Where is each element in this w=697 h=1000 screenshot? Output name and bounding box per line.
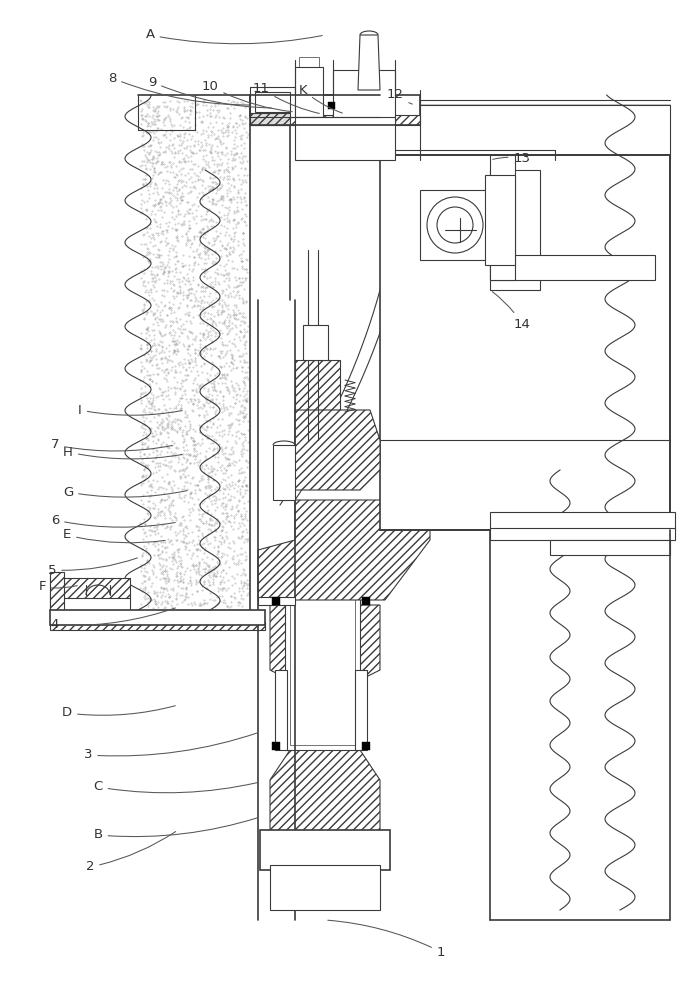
Bar: [260, 830, 390, 870]
Text: C: C: [93, 780, 257, 794]
Bar: [295, 67, 323, 117]
Bar: [490, 155, 515, 280]
Bar: [272, 742, 280, 750]
Bar: [333, 70, 395, 125]
Text: 7: 7: [51, 438, 172, 452]
Bar: [275, 670, 287, 750]
Bar: [50, 572, 64, 612]
Bar: [490, 255, 655, 280]
Bar: [489, 179, 511, 261]
Text: A: A: [146, 28, 322, 44]
Circle shape: [405, 175, 515, 285]
Bar: [424, 194, 486, 256]
Bar: [50, 622, 265, 630]
Text: H: H: [63, 446, 182, 459]
Bar: [490, 525, 675, 535]
Bar: [420, 190, 490, 260]
Text: F: F: [38, 580, 77, 593]
Polygon shape: [258, 500, 430, 600]
Bar: [490, 170, 540, 290]
Text: K: K: [299, 84, 342, 113]
Polygon shape: [295, 410, 380, 490]
Bar: [495, 175, 535, 285]
Bar: [258, 597, 295, 605]
Bar: [380, 155, 670, 530]
Circle shape: [437, 207, 473, 243]
Bar: [490, 528, 675, 540]
Bar: [273, 445, 295, 500]
Bar: [50, 610, 265, 625]
Bar: [485, 175, 515, 265]
Ellipse shape: [477, 190, 533, 270]
Text: 4: 4: [51, 608, 176, 632]
Text: 5: 5: [48, 558, 137, 576]
Bar: [285, 590, 360, 750]
Text: 3: 3: [84, 733, 257, 762]
Bar: [300, 120, 388, 155]
Bar: [328, 102, 335, 109]
Bar: [362, 742, 370, 750]
Bar: [490, 512, 675, 530]
Text: B: B: [93, 818, 257, 842]
Bar: [250, 87, 295, 117]
Bar: [295, 117, 395, 160]
Text: 13: 13: [493, 151, 530, 164]
Bar: [550, 540, 670, 555]
Bar: [272, 597, 280, 605]
Text: I: I: [78, 403, 183, 416]
Bar: [337, 70, 391, 120]
Text: 1: 1: [328, 920, 445, 958]
Bar: [270, 865, 380, 910]
Ellipse shape: [447, 223, 473, 237]
Text: 8: 8: [108, 72, 250, 105]
Bar: [250, 113, 290, 125]
Polygon shape: [295, 360, 340, 420]
Bar: [303, 325, 328, 360]
Circle shape: [427, 197, 483, 253]
Bar: [310, 410, 365, 440]
Bar: [299, 57, 319, 112]
Bar: [50, 578, 130, 600]
Bar: [362, 597, 370, 605]
Bar: [250, 115, 420, 125]
Bar: [290, 595, 355, 745]
Circle shape: [422, 192, 498, 268]
Text: 12: 12: [387, 88, 413, 104]
Text: 9: 9: [148, 76, 271, 108]
Text: D: D: [62, 706, 176, 720]
Bar: [250, 95, 420, 117]
Polygon shape: [270, 605, 380, 835]
Bar: [255, 92, 290, 112]
Text: 11: 11: [252, 82, 319, 113]
Text: 10: 10: [201, 80, 292, 112]
Text: 2: 2: [86, 832, 176, 874]
Text: 14: 14: [492, 292, 530, 330]
Bar: [380, 105, 670, 160]
Text: G: G: [63, 486, 187, 498]
Polygon shape: [358, 35, 380, 90]
Text: 6: 6: [51, 514, 175, 527]
Bar: [355, 670, 367, 750]
Bar: [50, 598, 130, 612]
Text: E: E: [63, 528, 165, 543]
